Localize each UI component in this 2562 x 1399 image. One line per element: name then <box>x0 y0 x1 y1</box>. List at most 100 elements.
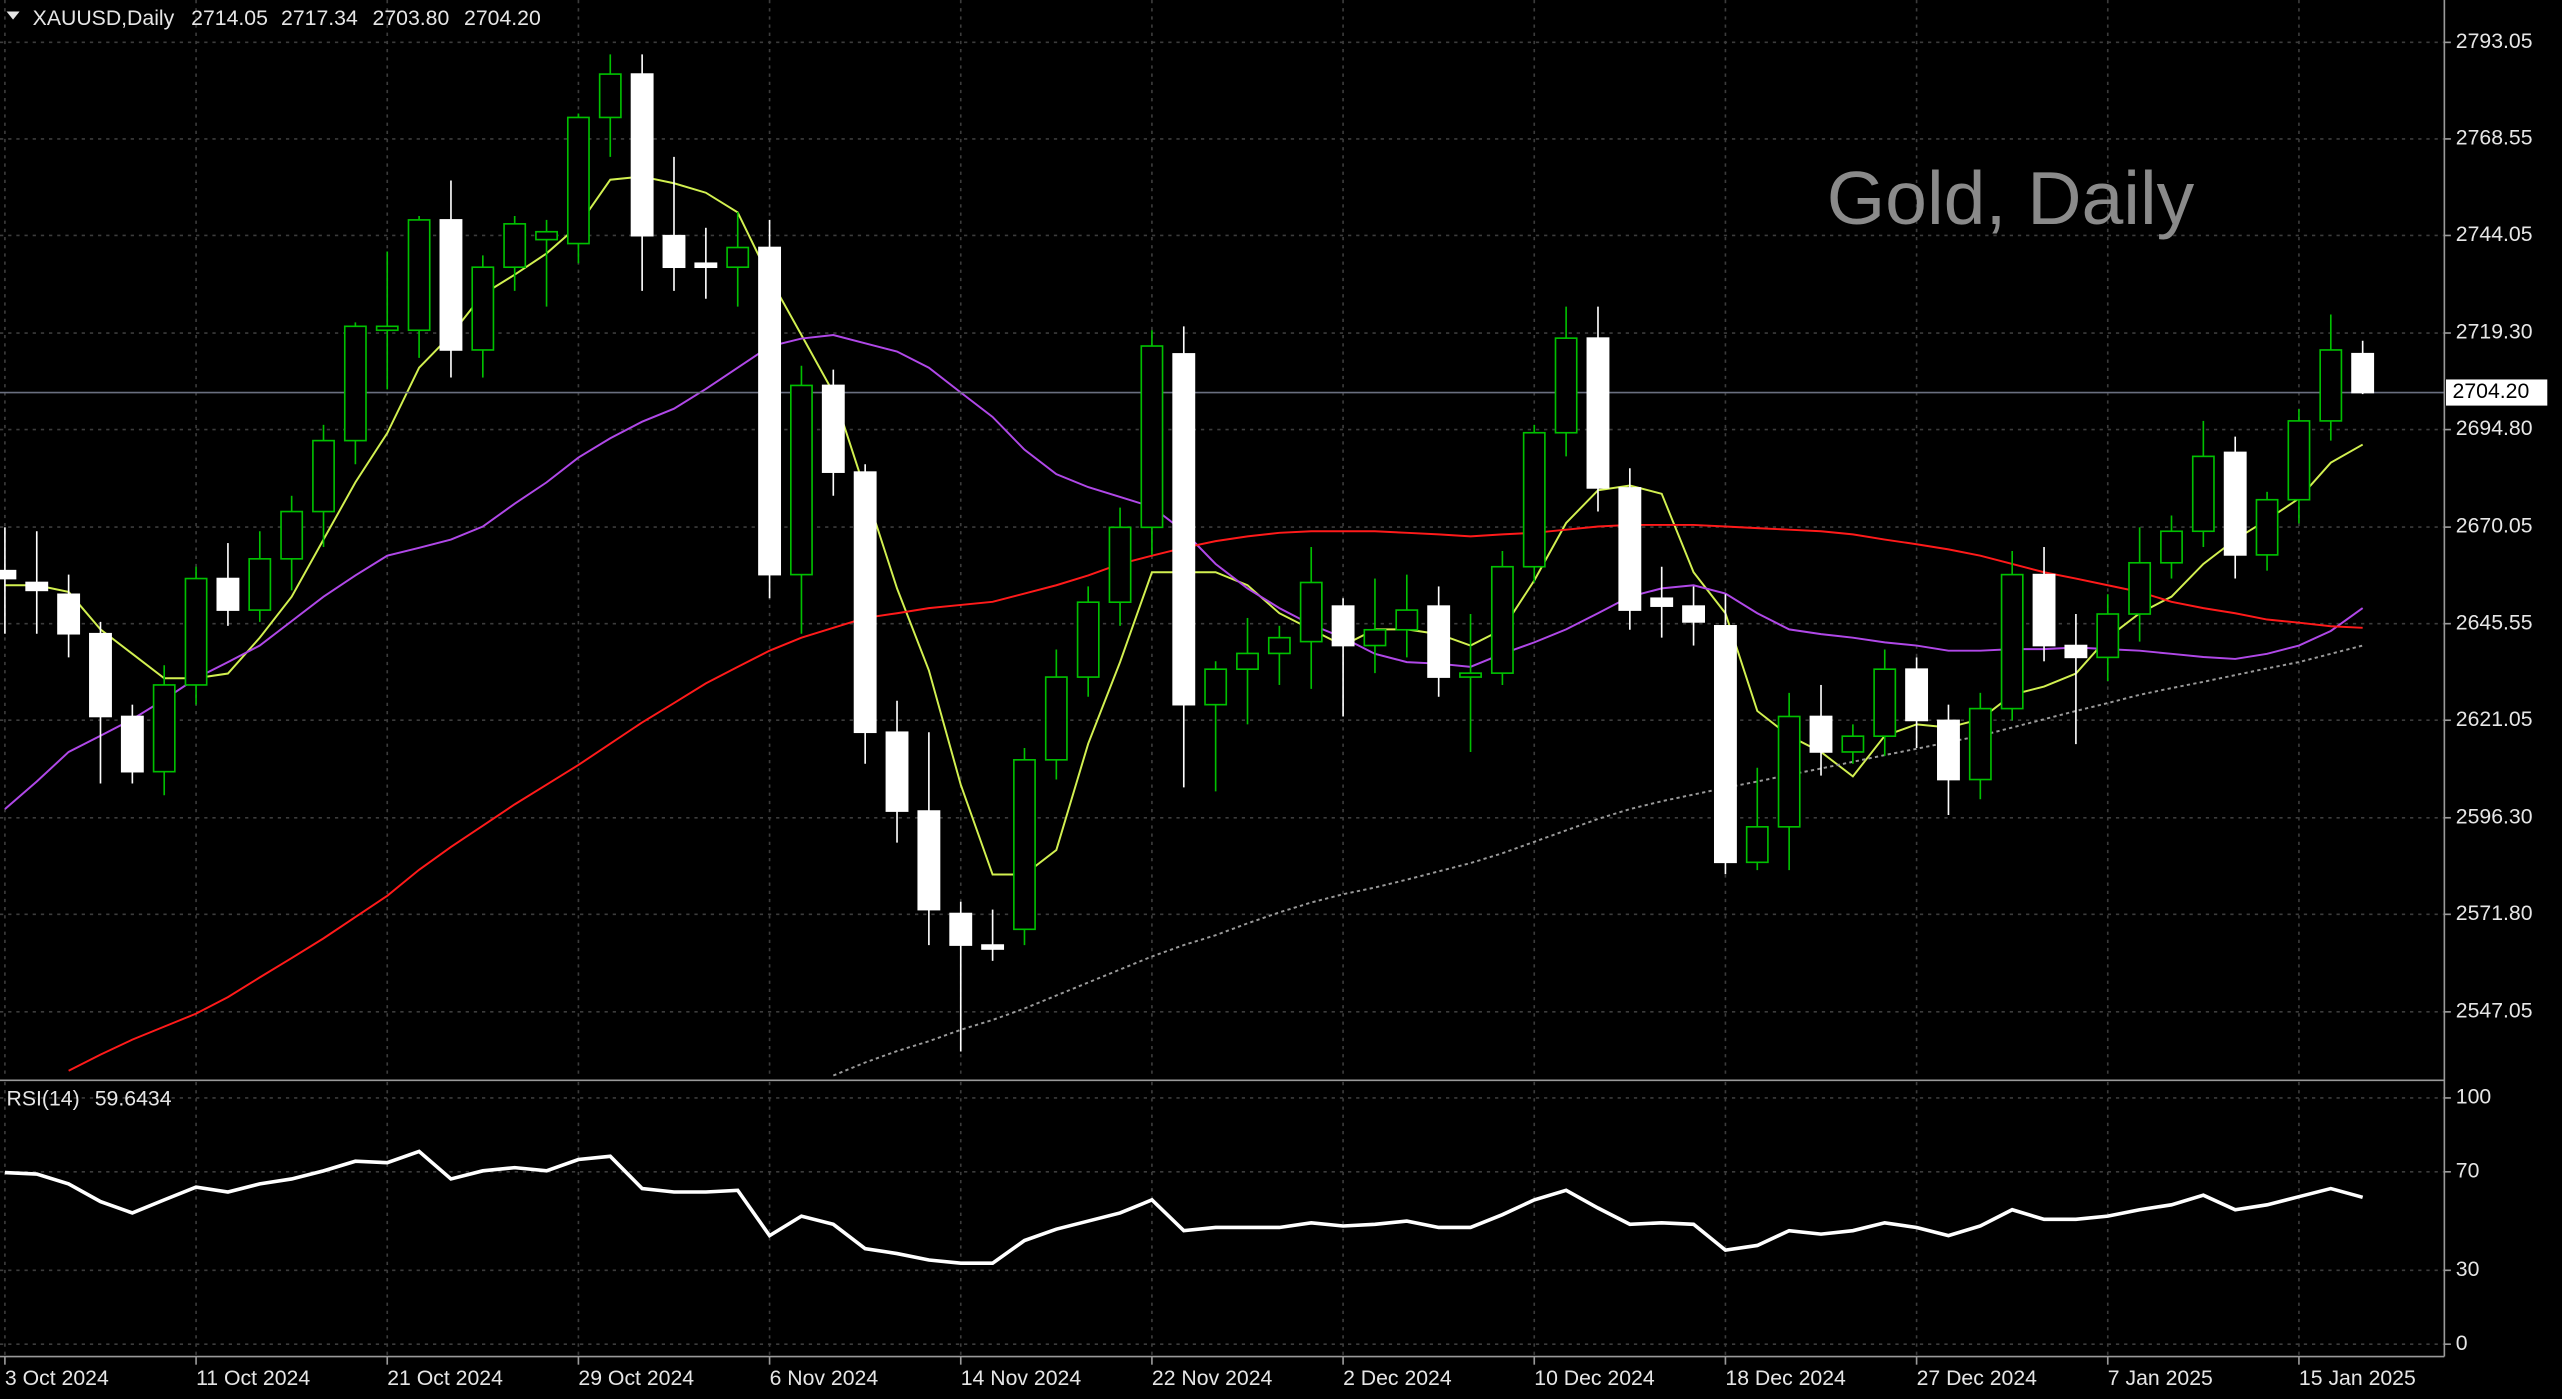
candle-body <box>2096 613 2120 659</box>
y-tick-label: 0 <box>2456 1331 2468 1355</box>
candle-body <box>439 219 463 351</box>
candle-body <box>1299 581 1323 643</box>
candle-body <box>2255 498 2279 556</box>
close-label: 2704.20 <box>464 6 541 30</box>
candle-body <box>471 266 495 351</box>
candle-body <box>343 325 367 442</box>
watermark: Gold, Daily <box>1827 156 2195 240</box>
menu-triangle[interactable] <box>6 11 20 20</box>
candle-body <box>1172 353 1196 706</box>
candle-body <box>2064 644 2088 659</box>
rsi-pane <box>4 1149 2364 1265</box>
candle-body <box>1076 601 1100 678</box>
x-tick-label: 21 Oct 2024 <box>387 1366 503 1390</box>
candle-body <box>1522 431 1546 568</box>
candle-body <box>1395 609 1419 631</box>
x-tick-label: 14 Nov 2024 <box>961 1366 1082 1390</box>
candle-body <box>1713 625 1737 864</box>
low-label: 2703.80 <box>373 6 450 30</box>
candle-body <box>1331 605 1355 647</box>
y-tick-label: 2719.30 <box>2456 320 2533 344</box>
y-tick-label: 2621.05 <box>2456 707 2533 731</box>
candle-body <box>2351 352 2375 394</box>
candle-body <box>1905 668 1929 722</box>
candle-body <box>1140 345 1164 529</box>
x-tick-label: 3 Oct 2024 <box>5 1366 109 1390</box>
candle-body <box>1841 735 1865 753</box>
candle-body <box>1873 668 1897 738</box>
candle-body <box>949 912 973 946</box>
candle-body <box>662 234 686 269</box>
candle-body <box>1682 605 1706 623</box>
x-tick-label: 15 Jan 2025 <box>2299 1366 2416 1390</box>
x-tick-label: 22 Nov 2024 <box>1152 1366 1273 1390</box>
candle-body <box>2319 349 2343 422</box>
candle-body <box>535 230 558 241</box>
y-tick-label: 2547.05 <box>2456 998 2533 1022</box>
y-tick-label: 2793.05 <box>2456 29 2533 53</box>
x-tick-label: 29 Oct 2024 <box>578 1366 694 1390</box>
candle-body <box>917 810 941 911</box>
candle-body <box>1204 668 1228 706</box>
candle-body <box>790 384 813 576</box>
x-tick-label: 10 Dec 2024 <box>1534 1366 1655 1390</box>
candle-body <box>1809 715 1833 753</box>
candle-body <box>184 577 208 686</box>
candle-body <box>1236 652 1259 671</box>
open-label: 2714.05 <box>191 6 268 30</box>
price-tag-label: 2704.20 <box>2453 379 2530 403</box>
rsi-line <box>4 1149 2364 1265</box>
price-tag <box>2445 379 2548 406</box>
candle-body <box>566 116 590 245</box>
y-tick-label: 2596.30 <box>2456 804 2533 828</box>
candle-body <box>248 558 272 611</box>
candle-body <box>598 73 622 119</box>
candle-body <box>1745 826 1769 864</box>
candle-body <box>630 73 654 237</box>
candle-body <box>280 510 304 560</box>
candle-body <box>2160 530 2183 564</box>
candle-body <box>216 577 240 611</box>
candles <box>0 54 2375 1052</box>
y-tick-label: 2645.55 <box>2456 610 2533 634</box>
candle-body <box>2128 561 2152 615</box>
moving-average <box>68 523 2363 1072</box>
candle-body <box>407 219 431 332</box>
y-tick-label: 2744.05 <box>2456 222 2533 246</box>
candle-body <box>1267 636 1291 655</box>
candle-body <box>312 439 335 513</box>
candle-body <box>2287 420 2311 501</box>
candle-body <box>1937 719 1960 781</box>
candle-body <box>152 684 176 773</box>
candle-body <box>1968 707 1992 781</box>
candle-body <box>1586 337 1610 489</box>
candle-body <box>726 246 750 269</box>
high-label: 2717.34 <box>281 6 358 30</box>
y-tick-label: 70 <box>2456 1158 2480 1182</box>
x-tick-label: 6 Nov 2024 <box>770 1366 879 1390</box>
candle-body <box>120 715 144 773</box>
candle-body <box>2223 451 2247 556</box>
x-tick-label: 27 Dec 2024 <box>1917 1366 2038 1390</box>
x-tick-label: 18 Dec 2024 <box>1725 1366 1846 1390</box>
candle-body <box>853 471 877 734</box>
candle-body <box>1459 672 1482 678</box>
rsi-title: RSI(14) <box>7 1087 80 1111</box>
candle-body <box>1650 597 1674 607</box>
candle-body <box>57 593 81 635</box>
x-tick-label: 7 Jan 2025 <box>2108 1366 2213 1390</box>
y-tick-label: 2694.80 <box>2456 416 2533 440</box>
candle-body <box>1044 676 1068 761</box>
candle-body <box>821 384 845 473</box>
candle-body <box>981 944 1005 950</box>
candle-body <box>885 731 909 812</box>
candle-body <box>1777 715 1801 828</box>
candle-body <box>694 262 718 269</box>
labels: 2547.05 2571.80 2596.30 2621.05 2645.55 2670.… <box>4 29 2548 1390</box>
candle-body <box>1554 337 1578 434</box>
candle-body <box>1427 605 1451 678</box>
candle-body <box>503 223 527 269</box>
candle-body <box>1108 526 1132 604</box>
